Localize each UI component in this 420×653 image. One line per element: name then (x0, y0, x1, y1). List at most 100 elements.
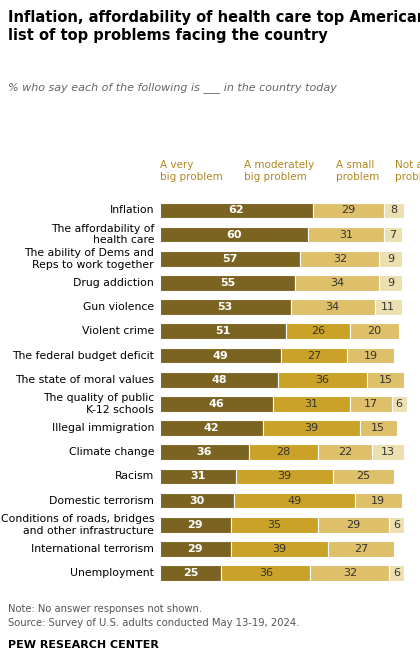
Bar (380, 251, 402, 266)
Text: 20: 20 (368, 326, 382, 336)
Bar (389, 517, 404, 533)
Text: 9: 9 (387, 254, 394, 264)
Bar (236, 469, 333, 485)
Text: 34: 34 (331, 278, 344, 288)
Bar (318, 445, 372, 460)
Bar (278, 372, 367, 388)
Bar (160, 372, 278, 388)
Bar (160, 541, 231, 557)
Bar (281, 347, 347, 363)
Text: 25: 25 (356, 471, 370, 481)
Bar (392, 396, 407, 412)
Text: A moderately: A moderately (244, 160, 314, 170)
Bar (372, 445, 404, 460)
Bar (160, 396, 273, 412)
Text: 7: 7 (389, 230, 396, 240)
Bar (350, 396, 392, 412)
Text: 51: 51 (215, 326, 230, 336)
Bar (221, 565, 310, 581)
Bar (291, 299, 375, 315)
Bar (160, 227, 308, 242)
Text: 29: 29 (346, 520, 361, 530)
Text: 19: 19 (371, 496, 385, 505)
Text: 29: 29 (341, 206, 356, 215)
Text: 6: 6 (393, 520, 400, 530)
Text: 11: 11 (381, 302, 395, 312)
Bar (380, 275, 402, 291)
Bar (160, 565, 221, 581)
Bar (249, 445, 318, 460)
Text: problem at all: problem at all (395, 172, 420, 182)
Text: 15: 15 (371, 423, 385, 433)
Bar (350, 323, 399, 339)
Bar (384, 227, 402, 242)
Text: Not a: Not a (395, 160, 420, 170)
Bar (318, 517, 389, 533)
Text: 49: 49 (212, 351, 228, 360)
Bar (360, 421, 397, 436)
Text: 8: 8 (391, 206, 398, 215)
Bar (160, 202, 313, 218)
Text: 35: 35 (268, 520, 281, 530)
Text: % who say each of the following is ___ in the country today: % who say each of the following is ___ i… (8, 82, 337, 93)
Text: 25: 25 (183, 568, 198, 578)
Text: Note: No answer responses not shown.: Note: No answer responses not shown. (8, 604, 202, 614)
Text: 22: 22 (338, 447, 352, 457)
Bar (389, 565, 404, 581)
Text: 27: 27 (307, 351, 321, 360)
Text: Inflation, affordability of health care top Americans’
list of top problems faci: Inflation, affordability of health care … (8, 10, 420, 43)
Text: A very: A very (160, 160, 193, 170)
Bar (286, 323, 350, 339)
Text: 9: 9 (387, 278, 394, 288)
Text: 55: 55 (220, 278, 235, 288)
Bar (375, 299, 402, 315)
Text: 36: 36 (259, 568, 273, 578)
Text: 29: 29 (188, 544, 203, 554)
Text: big problem: big problem (160, 172, 222, 182)
Bar (355, 493, 402, 509)
Bar (300, 251, 380, 266)
Bar (234, 493, 355, 509)
Text: big problem: big problem (244, 172, 306, 182)
Bar (263, 421, 360, 436)
Text: 26: 26 (311, 326, 325, 336)
Bar (296, 275, 380, 291)
Text: 39: 39 (277, 471, 291, 481)
Text: 17: 17 (364, 399, 378, 409)
Text: PEW RESEARCH CENTER: PEW RESEARCH CENTER (8, 640, 159, 650)
Bar (160, 299, 291, 315)
Text: 39: 39 (272, 544, 286, 554)
Bar (160, 517, 231, 533)
Text: 13: 13 (381, 447, 395, 457)
Text: 27: 27 (354, 544, 368, 554)
Text: A small: A small (336, 160, 374, 170)
Text: 42: 42 (204, 423, 219, 433)
Text: 48: 48 (211, 375, 227, 385)
Text: 49: 49 (287, 496, 302, 505)
Text: 15: 15 (379, 375, 393, 385)
Text: 39: 39 (304, 423, 319, 433)
Text: 62: 62 (228, 206, 244, 215)
Text: 57: 57 (222, 254, 238, 264)
Text: 28: 28 (276, 447, 290, 457)
Bar (160, 323, 286, 339)
Bar (347, 347, 394, 363)
Bar (308, 227, 384, 242)
Text: 30: 30 (189, 496, 204, 505)
Text: 31: 31 (190, 471, 205, 481)
Text: 32: 32 (333, 254, 347, 264)
Text: 32: 32 (343, 568, 357, 578)
Bar (310, 565, 389, 581)
Bar (160, 347, 281, 363)
Bar (333, 469, 394, 485)
Bar (160, 275, 296, 291)
Text: 29: 29 (188, 520, 203, 530)
Text: Source: Survey of U.S. adults conducted May 13-19, 2024.: Source: Survey of U.S. adults conducted … (8, 618, 300, 628)
Text: 6: 6 (393, 568, 400, 578)
Bar (367, 372, 404, 388)
Text: 53: 53 (218, 302, 233, 312)
Bar (313, 202, 384, 218)
Text: 36: 36 (196, 447, 212, 457)
Bar (231, 541, 328, 557)
Text: 19: 19 (364, 351, 378, 360)
